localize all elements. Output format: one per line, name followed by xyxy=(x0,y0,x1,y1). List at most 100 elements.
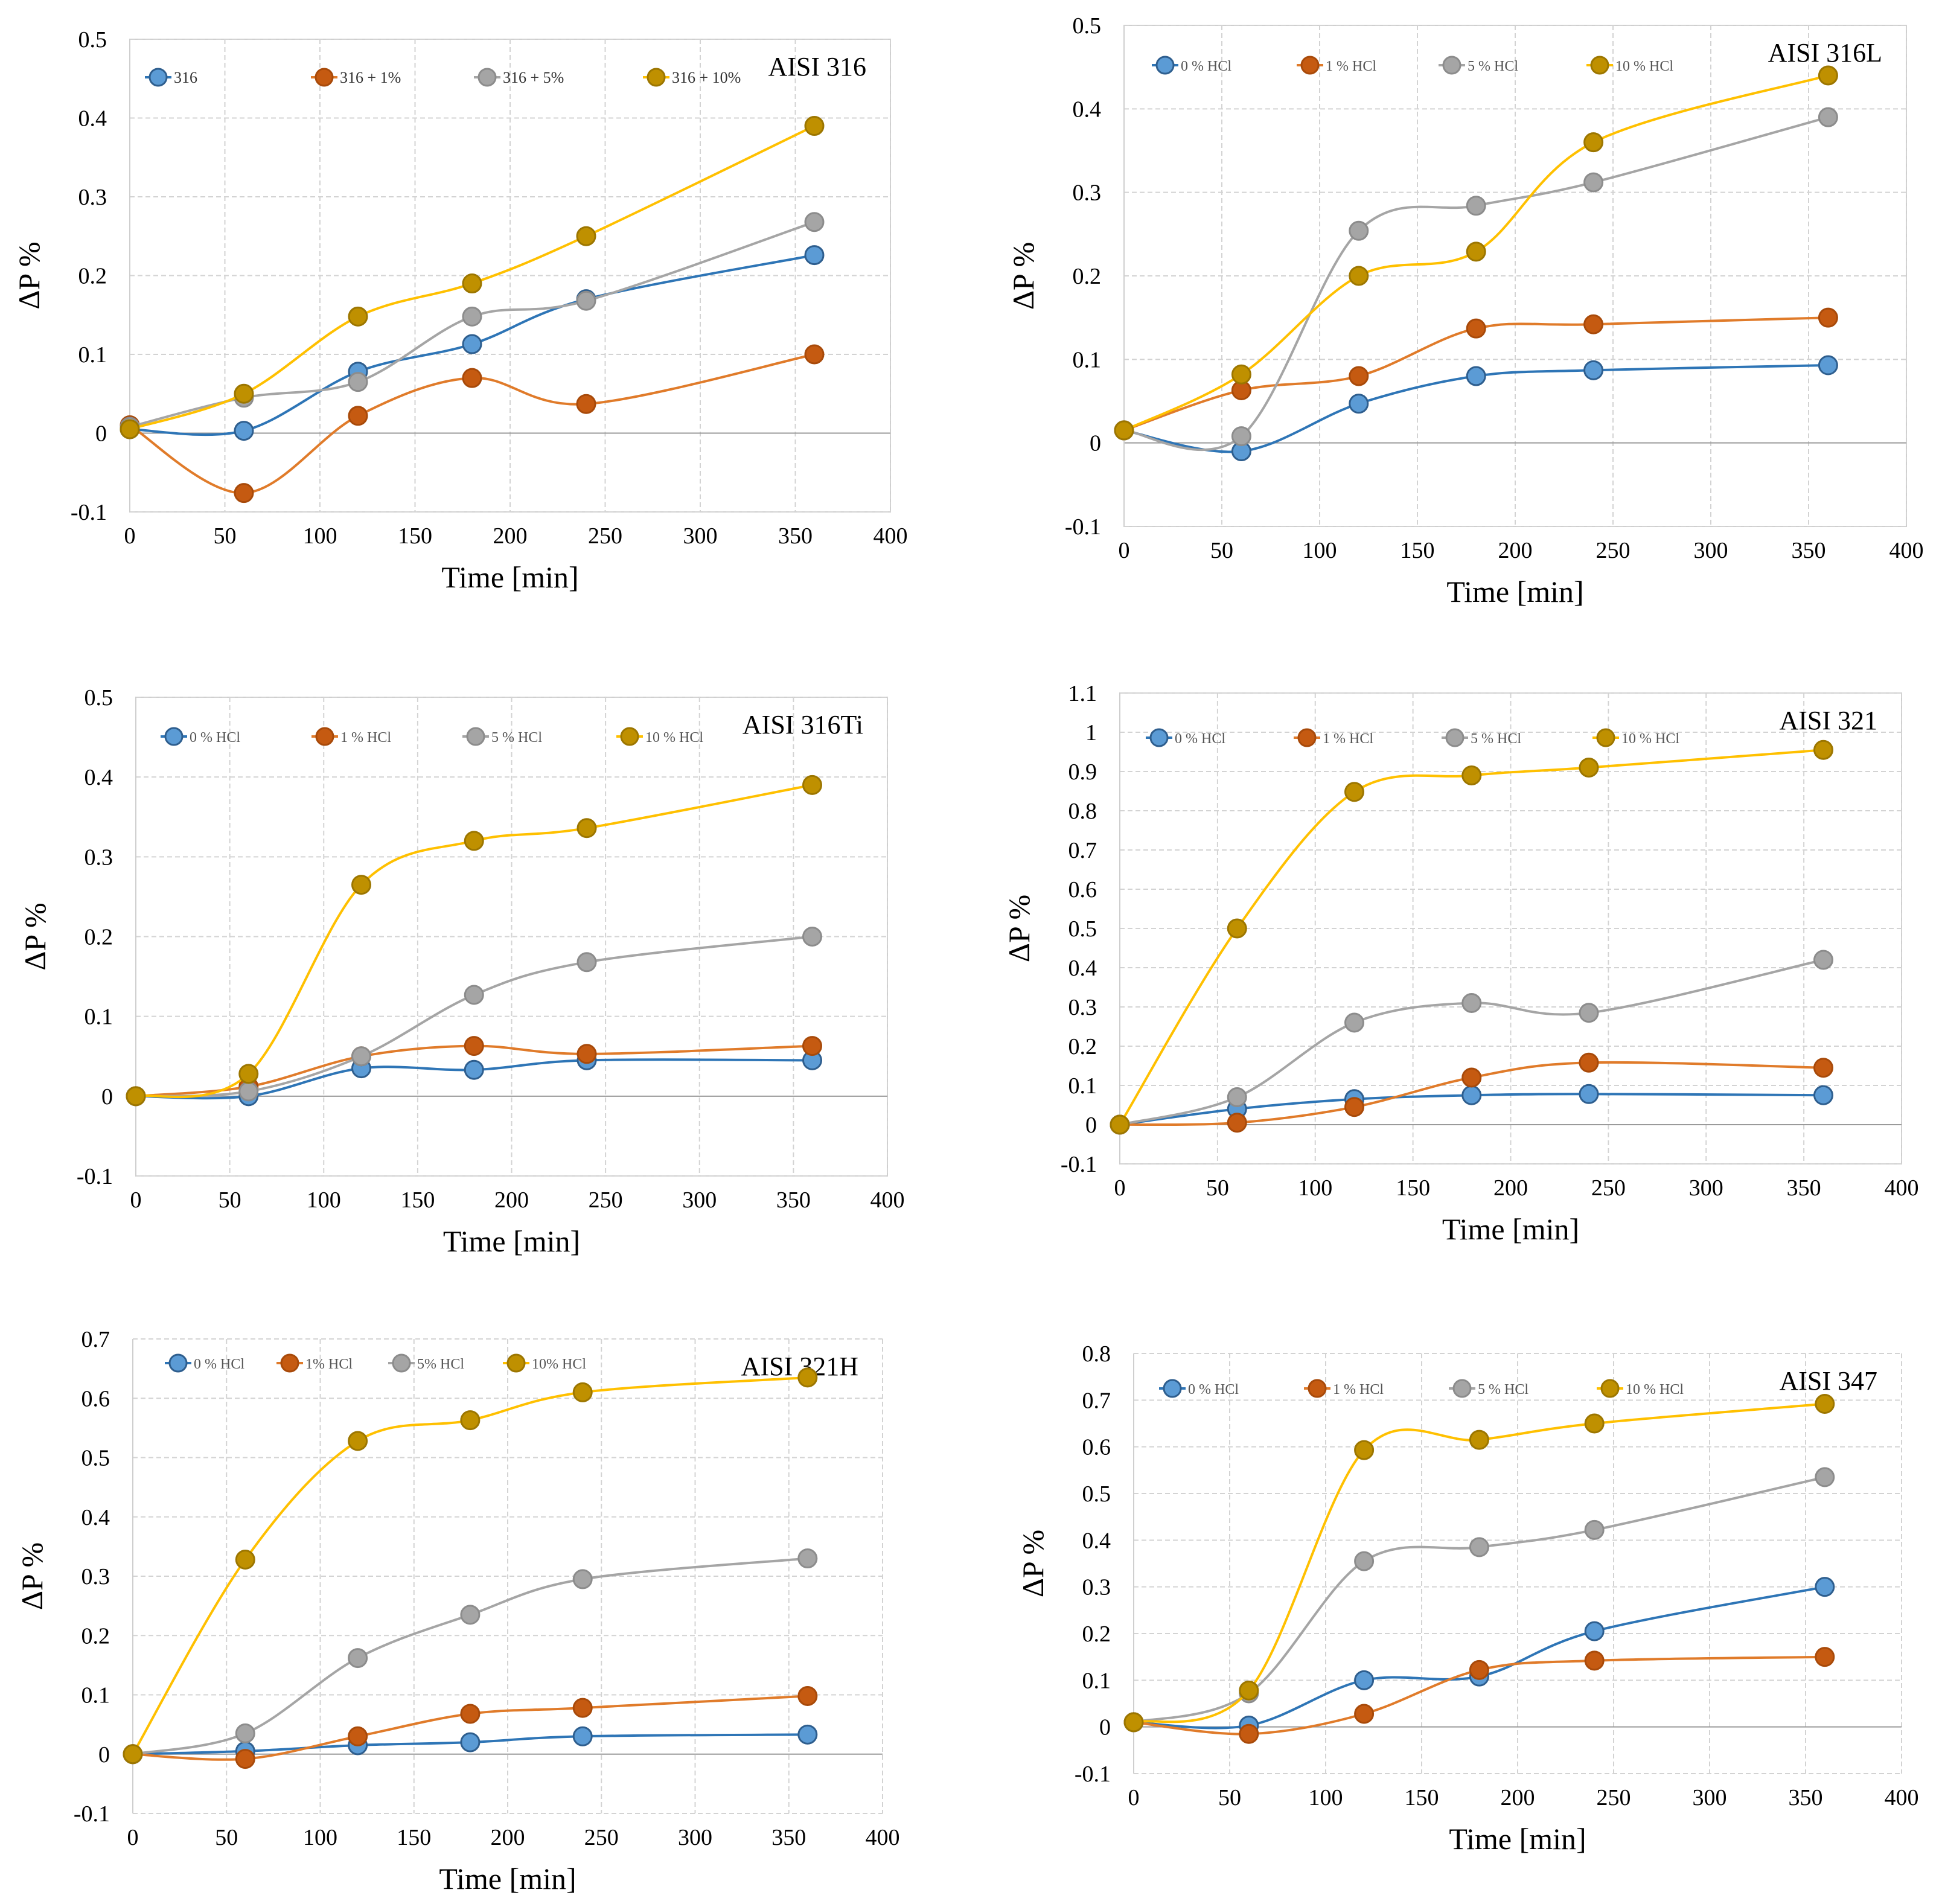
data-point xyxy=(1584,1413,1605,1434)
y-tick-label: 0.3 xyxy=(85,845,113,870)
y-tick-label: 0.4 xyxy=(81,1505,110,1530)
y-axis-title: ΔP % xyxy=(15,1542,49,1610)
y-tick-label: 0.3 xyxy=(1068,995,1097,1020)
data-point xyxy=(1583,132,1604,153)
legend-marker xyxy=(620,727,639,746)
legend-label: 10 % HCl xyxy=(1615,59,1673,74)
y-tick-label: 0 xyxy=(1099,1715,1111,1740)
y-tick-label: 0.2 xyxy=(1073,264,1102,289)
data-point xyxy=(804,344,825,365)
data-point xyxy=(576,226,596,246)
x-tick-label: 200 xyxy=(1493,1175,1528,1201)
data-point xyxy=(1123,1712,1144,1733)
chart-panel-2: -0.1 0 0.1 0.2 0.3 0.4 0.5 0 50 100 150 200 250 300 35… xyxy=(1006,13,1924,609)
series-line-4 xyxy=(1119,749,1824,1126)
x-tick-label: 350 xyxy=(1792,538,1826,563)
data-point xyxy=(577,1044,597,1064)
data-point xyxy=(460,1704,481,1724)
legend-marker xyxy=(315,727,334,746)
legend-label: 0 % HCl xyxy=(194,1356,244,1372)
y-tick-label: -0.1 xyxy=(1075,1762,1111,1787)
data-point xyxy=(123,1744,143,1765)
data-point xyxy=(238,1081,259,1102)
data-point xyxy=(576,290,596,311)
data-point xyxy=(802,775,822,795)
data-point xyxy=(235,1723,255,1743)
legend-marker xyxy=(466,727,485,746)
legend-marker xyxy=(392,1353,411,1373)
x-tick-label: 300 xyxy=(678,1825,712,1850)
data-point xyxy=(1466,318,1486,339)
legend-label: 1 % HCl xyxy=(340,730,391,746)
y-tick-label: 0.1 xyxy=(78,342,107,368)
data-point xyxy=(1813,1058,1833,1078)
data-point xyxy=(462,306,482,327)
x-tick-label: 150 xyxy=(1396,1175,1430,1201)
legend-label: 316 + 5% xyxy=(503,69,564,86)
x-tick-label: 150 xyxy=(400,1187,435,1213)
data-point xyxy=(1469,1660,1489,1680)
x-tick-label: 250 xyxy=(589,1187,623,1213)
y-tick-label: -0.1 xyxy=(74,1801,110,1827)
legend-label: 1 % HCl xyxy=(1333,1382,1384,1398)
x-tick-label: 50 xyxy=(1206,1175,1229,1201)
y-tick-label: 0.8 xyxy=(1082,1341,1111,1367)
data-point xyxy=(460,1605,481,1625)
data-point xyxy=(1815,1647,1835,1667)
data-point xyxy=(576,394,596,414)
x-tick-label: 150 xyxy=(1405,1785,1439,1810)
data-point xyxy=(1344,1097,1364,1117)
x-tick-label: 50 xyxy=(219,1187,241,1213)
data-point xyxy=(577,952,597,973)
data-point xyxy=(1584,1519,1605,1540)
x-axis-title: Time [min] xyxy=(1442,1212,1579,1246)
y-tick-label: 0.1 xyxy=(1082,1668,1111,1693)
data-point xyxy=(1461,1085,1482,1105)
data-point xyxy=(1227,1087,1247,1107)
x-tick-label: 300 xyxy=(683,523,718,549)
data-point xyxy=(797,1367,818,1388)
data-point xyxy=(1579,1003,1599,1023)
x-tick-label: 250 xyxy=(1591,1175,1626,1201)
x-axis-title: Time [min] xyxy=(439,1862,576,1896)
y-tick-label: 0.9 xyxy=(1068,759,1097,785)
data-point xyxy=(797,1548,818,1569)
legend-label: 10 % HCl xyxy=(1621,731,1679,747)
data-point xyxy=(1354,1551,1375,1571)
legend-marker xyxy=(1155,56,1175,75)
y-tick-label: -0.1 xyxy=(1065,514,1101,540)
x-tick-label: 400 xyxy=(1889,538,1924,563)
y-tick-label: 0.4 xyxy=(1068,956,1097,981)
legend-label: 0 % HCl xyxy=(1188,1382,1239,1398)
y-tick-label: 0.4 xyxy=(1082,1528,1111,1553)
x-tick-label: 100 xyxy=(303,1825,337,1850)
legend-marker xyxy=(1300,56,1320,75)
data-point xyxy=(1818,307,1838,328)
data-point xyxy=(1354,1704,1375,1724)
data-point xyxy=(802,1036,822,1056)
series-line-2 xyxy=(129,353,815,494)
x-tick-label: 250 xyxy=(584,1825,619,1850)
x-tick-label: 50 xyxy=(214,523,237,549)
x-tick-label: 300 xyxy=(1694,538,1728,563)
data-point xyxy=(1813,740,1833,760)
data-point xyxy=(797,1724,818,1745)
series-line-3 xyxy=(1123,116,1829,452)
chart-panel-4: -0.1 0 0.1 0.2 0.3 0.4 0.5 0.6 0.7 0.8 0.9 1 1.1 0 50 1… xyxy=(1002,681,1919,1246)
data-point xyxy=(348,1648,368,1669)
y-tick-label: 0.6 xyxy=(1068,877,1097,902)
x-tick-label: 200 xyxy=(1498,538,1533,563)
data-point xyxy=(572,1726,593,1746)
series-line-4 xyxy=(132,1376,808,1755)
legend-label: 1% HCl xyxy=(305,1356,353,1372)
legend-marker xyxy=(478,68,497,87)
y-tick-label: 0.7 xyxy=(81,1327,110,1352)
legend-label: 10 % HCl xyxy=(645,730,703,746)
data-point xyxy=(464,1059,484,1080)
data-point xyxy=(1466,241,1486,262)
data-point xyxy=(1231,364,1251,385)
y-tick-label: 0.1 xyxy=(85,1005,113,1030)
x-tick-label: 300 xyxy=(1693,1785,1727,1810)
y-tick-label: 0.3 xyxy=(81,1564,110,1589)
legend-marker xyxy=(168,1353,188,1373)
